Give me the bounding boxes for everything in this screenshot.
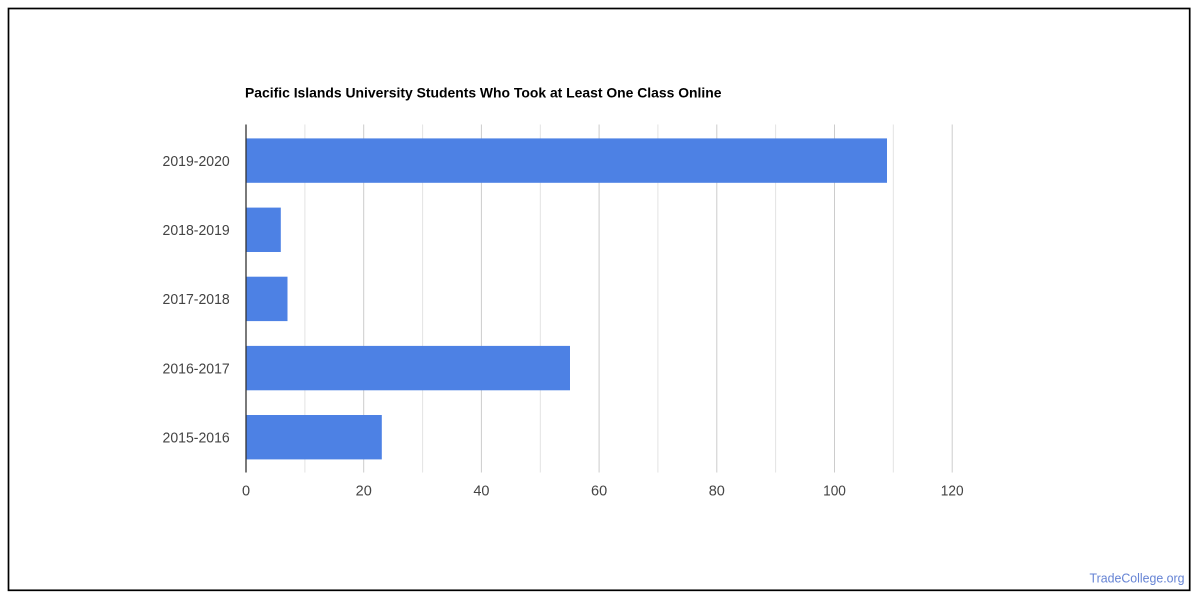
svg-text:80: 80 [709,483,725,499]
svg-text:2015-2016: 2015-2016 [163,431,230,447]
svg-text:2016-2017: 2016-2017 [163,361,230,377]
svg-text:2019-2020: 2019-2020 [163,154,230,170]
svg-text:2018-2019: 2018-2019 [163,223,230,239]
svg-text:40: 40 [473,483,489,499]
svg-text:2017-2018: 2017-2018 [163,292,230,308]
svg-text:Pacific Islands University Stu: Pacific Islands University Students Who … [245,84,722,100]
svg-text:100: 100 [823,483,846,499]
svg-text:60: 60 [591,483,607,499]
svg-text:120: 120 [941,483,964,499]
svg-text:0: 0 [242,483,250,499]
svg-text:TradeCollege.org: TradeCollege.org [1090,570,1185,585]
svg-text:20: 20 [356,483,372,499]
